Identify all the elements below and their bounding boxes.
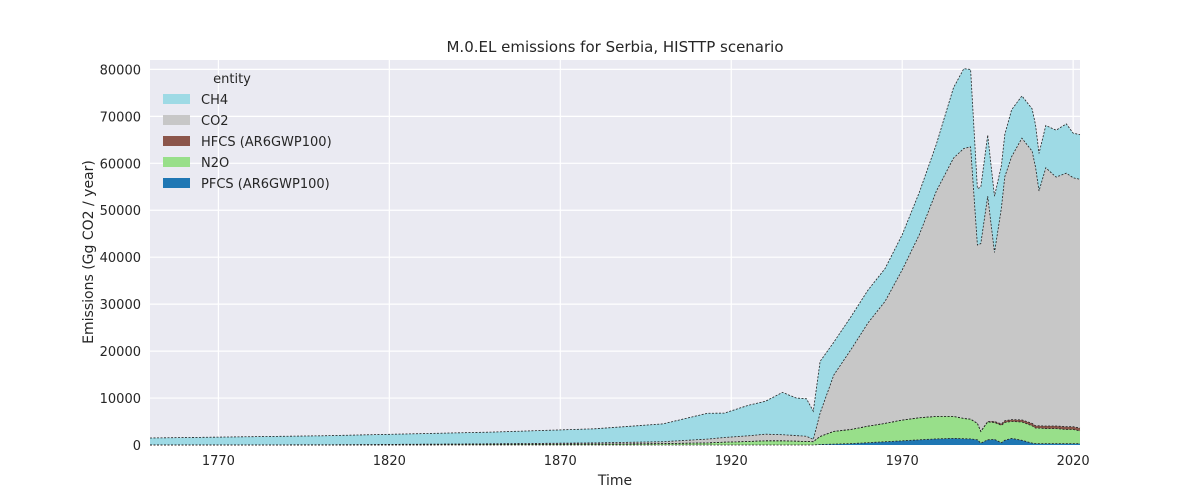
legend-label: PFCS (AR6GWP100) [201, 177, 330, 192]
legend-swatch [163, 115, 190, 125]
stack-boundary-lines [149, 68, 1081, 446]
y-tick-label: 60000 [100, 157, 141, 172]
y-tick-label: 50000 [100, 204, 141, 219]
stack-boundary-line [150, 416, 1081, 446]
area-ch4 [150, 68, 1080, 445]
stack-boundary-line [149, 137, 1081, 446]
legend-label: CH4 [201, 93, 228, 108]
y-tick-label: 10000 [100, 392, 141, 407]
y-tick-label: 40000 [100, 251, 141, 266]
x-tick-label: 1970 [886, 454, 919, 469]
x-tick-label: 2020 [1057, 454, 1090, 469]
x-axis-label: Time [597, 473, 632, 489]
legend-swatch [163, 178, 190, 188]
chart-title: M.0.EL emissions for Serbia, HISTTP scen… [446, 38, 783, 56]
legend-label: HFCS (AR6GWP100) [201, 135, 332, 150]
legend-swatch [163, 94, 190, 104]
legend-label: CO2 [201, 114, 229, 129]
stacked-areas [150, 68, 1080, 445]
area-n2o [150, 416, 1080, 445]
legend-title: entity [213, 72, 251, 87]
y-tick-label: 80000 [100, 63, 141, 78]
x-tick-label: 1920 [715, 454, 748, 469]
y-axis-ticks: 0 10000 20000 30000 40000 50000 60000 70000 8000… [100, 63, 141, 454]
y-axis-label: Emissions (Gg CO2 / year) [81, 160, 97, 344]
legend-swatch [163, 136, 190, 146]
legend-label: N2O [201, 156, 229, 171]
y-tick-label: 70000 [100, 110, 141, 125]
y-tick-label: 30000 [100, 298, 141, 313]
legend-swatch [163, 157, 190, 167]
legend: entity CH4 CO2 HFCS (AR6GWP100) N2O PFCS (AR… [163, 72, 332, 192]
y-tick-label: 0 [133, 439, 141, 454]
stack-boundary-line [150, 437, 1080, 446]
y-tick-label: 20000 [100, 345, 141, 360]
x-tick-label: 1870 [544, 454, 577, 469]
area-co2 [150, 138, 1080, 445]
area-pfcs-ar6gwp100 [150, 438, 1080, 445]
stack-boundary-line [149, 68, 1081, 439]
x-tick-label: 1770 [202, 454, 235, 469]
x-axis-ticks: 1770 1820 1870 1920 1970 2020 [202, 454, 1090, 469]
x-tick-label: 1820 [373, 454, 406, 469]
